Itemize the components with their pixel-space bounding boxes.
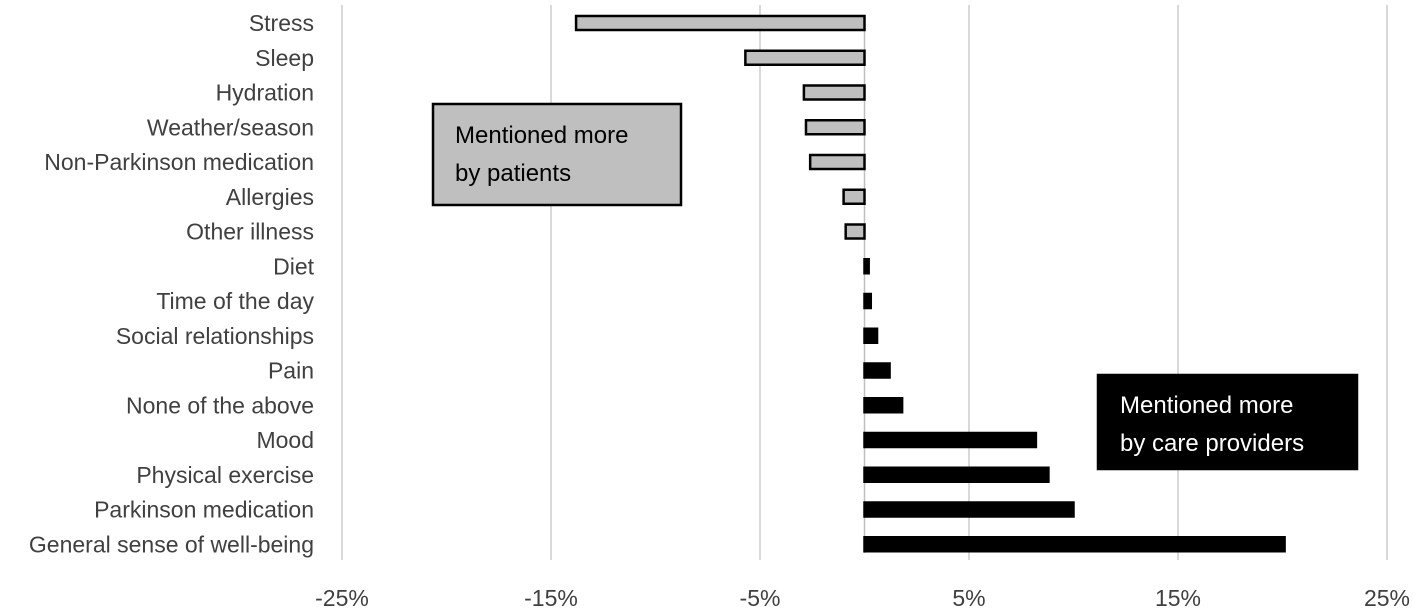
bar — [863, 292, 873, 310]
bar — [844, 223, 866, 240]
category-label: Diet — [273, 253, 315, 279]
annotation-text: Mentioned more — [1120, 392, 1293, 419]
annotation-patients: Mentioned more by patients — [431, 102, 683, 207]
annotation-text: by care providers — [1120, 430, 1304, 457]
category-label: Allergies — [226, 184, 314, 210]
bar — [808, 153, 866, 171]
category-label: Social relationships — [116, 323, 314, 349]
category-label: Other illness — [186, 219, 314, 245]
bar — [744, 49, 866, 66]
bar — [863, 362, 891, 379]
bar — [574, 14, 866, 32]
annotation-care-providers: Mentioned more by care providers — [1096, 373, 1359, 471]
x-tick-label: 25% — [1364, 585, 1410, 611]
x-tick-label: 15% — [1155, 585, 1201, 611]
category-label: Non-Parkinson medication — [44, 149, 314, 175]
category-label: None of the above — [126, 392, 314, 418]
annotation-text: by patients — [455, 160, 571, 187]
annotation-text: Mentioned more — [455, 122, 628, 149]
x-tick-label: -25% — [315, 585, 369, 611]
category-label: Time of the day — [156, 288, 314, 314]
category-labels: Stress Sleep Hydration Weather/season Non-Pa… — [29, 10, 315, 557]
annotations: Mentioned more by patients Mentioned more b… — [431, 102, 1359, 471]
bar — [863, 327, 879, 344]
bar — [863, 397, 904, 414]
category-label: Parkinson medication — [94, 497, 314, 523]
category-label: Mood — [256, 427, 314, 453]
bar — [863, 466, 1050, 483]
category-label: Pain — [268, 358, 314, 384]
bars — [574, 14, 1286, 553]
x-tick-label: -5% — [740, 585, 781, 611]
bar — [863, 501, 1075, 518]
bar — [863, 536, 1286, 553]
category-label: General sense of well-being — [29, 531, 314, 557]
bar — [804, 119, 866, 136]
category-label: Physical exercise — [136, 462, 314, 488]
annotation-box — [431, 102, 683, 207]
bar — [802, 84, 866, 101]
annotation-box — [1096, 373, 1359, 471]
x-tick-labels: -25% -15% -5% 5% 15% 25% — [315, 585, 1410, 611]
gridlines — [341, 5, 1388, 560]
category-label: Sleep — [255, 45, 314, 71]
bar — [842, 188, 866, 205]
x-tick-label: 5% — [952, 585, 985, 611]
bar — [863, 431, 1038, 449]
category-label: Hydration — [216, 80, 314, 106]
category-label: Weather/season — [147, 114, 314, 140]
category-label: Stress — [249, 10, 314, 36]
bar — [863, 258, 870, 275]
x-tick-label: -15% — [524, 585, 578, 611]
